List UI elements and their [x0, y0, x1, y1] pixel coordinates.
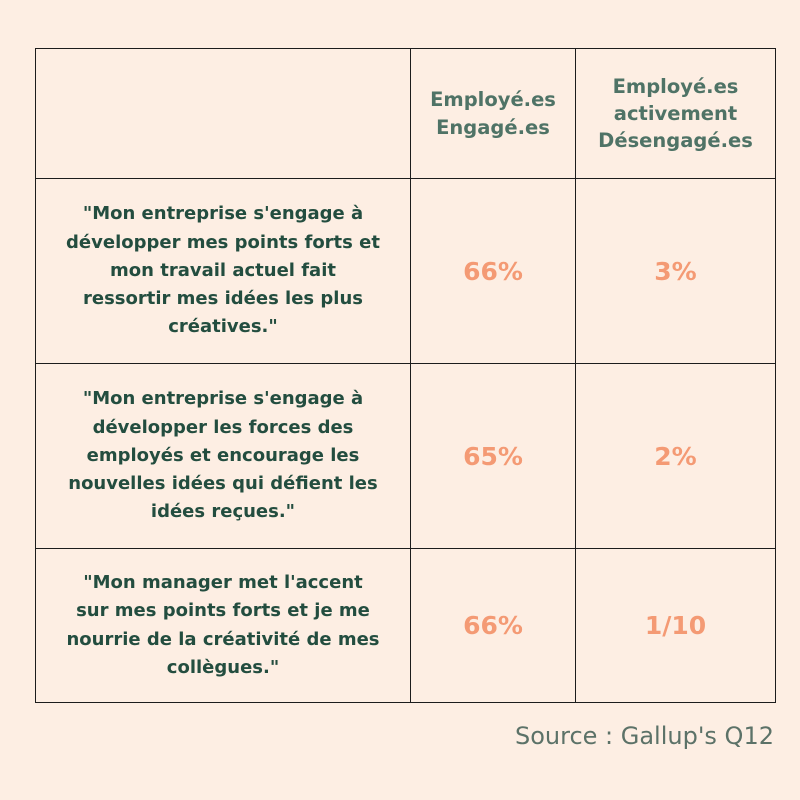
disengaged-value: 3%: [654, 256, 697, 286]
disengaged-value: 2%: [654, 441, 697, 471]
engaged-value: 65%: [463, 441, 523, 471]
table-row: "Mon entreprise s'engage à développer le…: [35, 363, 776, 549]
header-cell-disengaged: Employé.es activement Désengagé.es: [575, 48, 776, 179]
table-row: "Mon manager met l'accent sur mes points…: [35, 548, 776, 703]
engaged-value: 66%: [463, 611, 523, 640]
engaged-value-cell: 65%: [410, 363, 576, 549]
disengaged-value-cell: 1/10: [575, 548, 776, 703]
engaged-value-cell: 66%: [410, 548, 576, 703]
header-engaged-label: Employé.es Engagé.es: [430, 88, 556, 139]
question-text: "Mon entreprise s'engage à développer le…: [68, 388, 378, 523]
question-cell: "Mon entreprise s'engage à développer le…: [35, 363, 411, 549]
source-caption: Source : Gallup's Q12: [514, 722, 774, 750]
engaged-value-cell: 66%: [410, 178, 576, 364]
question-cell: "Mon manager met l'accent sur mes points…: [35, 548, 411, 703]
question-cell: "Mon entreprise s'engage à développer me…: [35, 178, 411, 364]
header-disengaged-label: Employé.es activement Désengagé.es: [598, 74, 753, 153]
table-row: "Mon entreprise s'engage à développer me…: [35, 178, 776, 364]
header-cell-empty: [35, 48, 411, 179]
engaged-value: 66%: [463, 256, 523, 286]
disengaged-value: 1/10: [644, 611, 707, 640]
question-text: "Mon entreprise s'engage à développer me…: [66, 203, 380, 338]
survey-results-table: Employé.es Engagé.es Employé.es activeme…: [35, 48, 776, 703]
disengaged-value-cell: 3%: [575, 178, 776, 364]
header-cell-engaged: Employé.es Engagé.es: [410, 48, 576, 179]
question-text: "Mon manager met l'accent sur mes points…: [66, 572, 380, 678]
header-row: Employé.es Engagé.es Employé.es activeme…: [35, 48, 776, 179]
disengaged-value-cell: 2%: [575, 363, 776, 549]
